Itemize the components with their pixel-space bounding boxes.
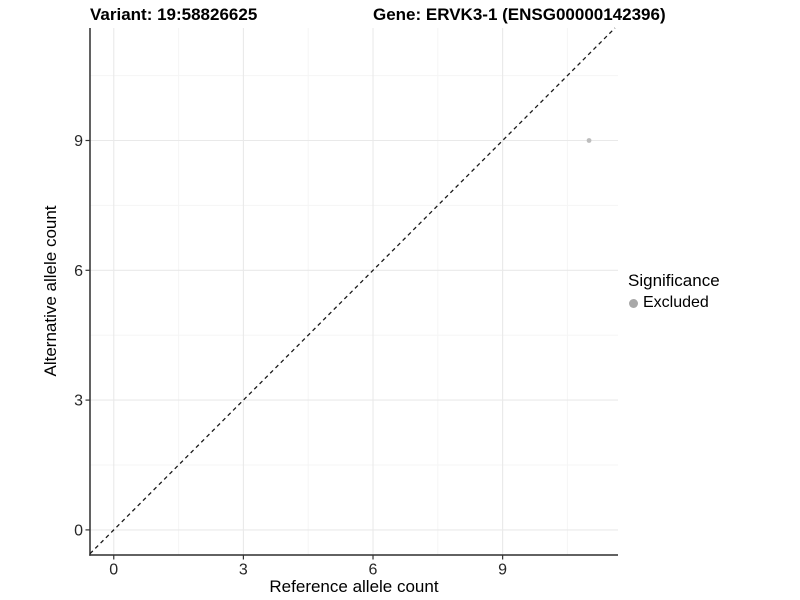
tick-labels: 0 3 6 9 0 3 6 9 — [74, 133, 507, 579]
axis-lines — [89, 28, 618, 556]
identity-reference-line — [89, 27, 616, 555]
plot-title-variant: Variant: 19:58826625 — [90, 5, 258, 24]
data-points — [586, 138, 592, 143]
x-tick-label: 9 — [498, 562, 507, 579]
x-tick-label: 6 — [369, 562, 378, 579]
tick-marks — [85, 139, 504, 560]
gridlines-major — [90, 28, 618, 555]
y-tick-label: 0 — [74, 522, 83, 539]
x-axis-title: Reference allele count — [269, 577, 438, 596]
y-tick-label: 3 — [74, 393, 83, 410]
x-tick-label: 3 — [239, 562, 248, 579]
data-point — [586, 138, 592, 143]
legend-title: Significance — [628, 271, 720, 290]
legend-marker-dot — [629, 298, 638, 308]
y-axis-title: Alternative allele count — [41, 205, 60, 376]
legend-item-label: Excluded — [643, 294, 709, 311]
legend: Significance Excluded — [628, 271, 720, 312]
y-tick-label: 9 — [74, 133, 83, 150]
legend-item-excluded: Excluded — [628, 294, 720, 312]
gridlines-minor — [90, 28, 618, 555]
plot-title-gene: Gene: ERVK3-1 (ENSG00000142396) — [373, 5, 666, 24]
y-tick-label: 6 — [74, 263, 83, 280]
x-tick-label: 0 — [109, 562, 118, 579]
